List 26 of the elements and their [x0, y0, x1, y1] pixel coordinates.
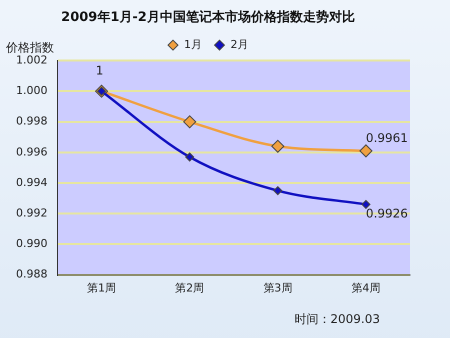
- data-label: 0.9926: [366, 206, 408, 221]
- y-tick-label: 0.990: [16, 237, 48, 250]
- text: 时间：2009.03: [294, 312, 380, 326]
- legend-label: 2月: [230, 38, 248, 51]
- legend-label: 1月: [184, 38, 202, 51]
- chart-title: 2009年1月-2月中国笔记本市场价格指数走势对比: [61, 9, 355, 26]
- y-tick-label: 1.000: [16, 84, 48, 98]
- y-tick-label: 0.996: [16, 145, 48, 158]
- x-tick-label: 第2周: [175, 281, 204, 294]
- point: [361, 200, 370, 209]
- y-tick-label: 0.998: [16, 114, 48, 128]
- x-tick-label: 第3周: [263, 281, 292, 294]
- point: [185, 152, 194, 162]
- y-axis-title: 价格指数: [5, 40, 54, 55]
- y-tick-label: 1.002: [16, 53, 48, 66]
- data-label: 1: [96, 63, 104, 78]
- y-tick-label: 0.994: [16, 176, 48, 189]
- x-tick-label: 第1周: [87, 281, 116, 294]
- point: [273, 186, 282, 196]
- point: [271, 140, 284, 153]
- y-tick-label: 0.988: [16, 268, 48, 281]
- point: [359, 144, 372, 158]
- point: [183, 115, 196, 128]
- data-label: 0.9961: [366, 130, 408, 145]
- y-tick-label: 0.992: [16, 206, 48, 220]
- x-tick-label: 第4周: [351, 281, 380, 294]
